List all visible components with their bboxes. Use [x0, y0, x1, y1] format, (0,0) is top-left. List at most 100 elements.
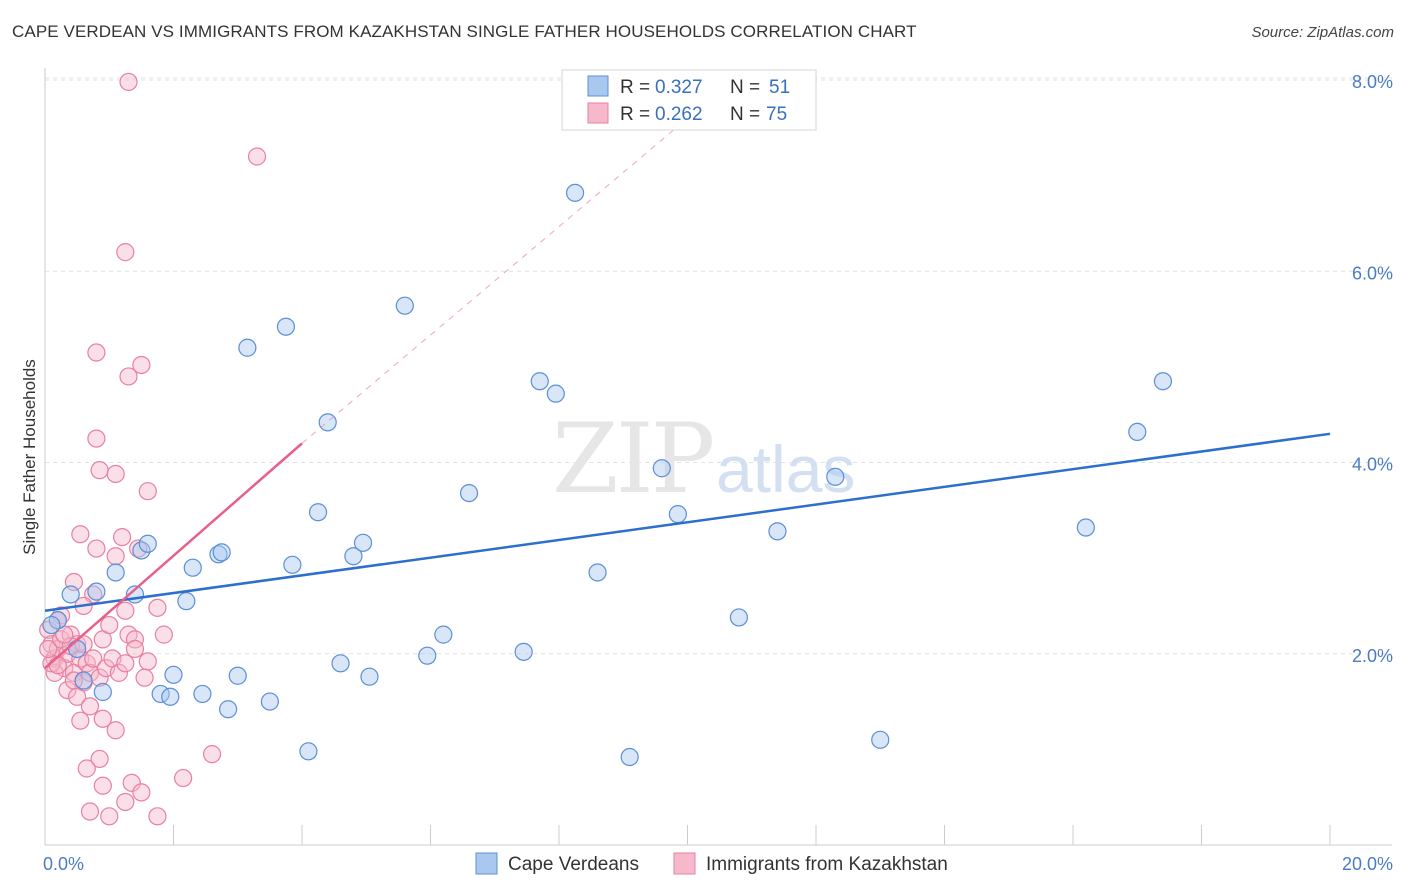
bottom-legend-label-cape-verdeans: Cape Verdeans	[508, 854, 639, 875]
bottom-legend-swatch-cape-verdeans	[475, 852, 498, 875]
y-tick-label: 4.0%	[1352, 455, 1393, 475]
kazakhstan-point	[87, 343, 106, 362]
kazakhstan-point	[93, 709, 112, 728]
kazakhstan-point	[106, 721, 125, 740]
kazakhstan-point	[90, 461, 109, 480]
cape-verdean-point	[668, 505, 687, 524]
cape-verdean-point	[193, 684, 212, 704]
cape-verdean-point	[530, 372, 549, 391]
kazakhstan-point	[87, 429, 106, 448]
kazakhstan-point	[112, 527, 132, 547]
x-tick-labels: 0.0% 20.0%	[43, 854, 1393, 874]
y-tick-label: 8.0%	[1352, 72, 1393, 92]
kazakhstan-point	[116, 654, 135, 673]
cape-verdean-point	[360, 667, 379, 686]
kazakhstan-point	[93, 776, 112, 795]
kazakhstan-point	[71, 525, 90, 544]
kazakhstan-point	[132, 355, 151, 375]
cape-verdean-point	[283, 555, 302, 574]
x-tick-label-max: 20.0%	[1342, 854, 1393, 874]
kazakhstan-point	[132, 783, 151, 802]
series-cape-verdeans-points	[42, 183, 1173, 767]
cape-verdean-point	[434, 625, 453, 644]
bottom-legend: Cape Verdeans Immigrants from Kazakhstan	[475, 852, 948, 875]
trend-line-kazakhstan	[44, 442, 303, 670]
kazakhstan-point	[119, 367, 138, 386]
legend-n-label: N =	[730, 104, 760, 125]
kazakhstan-point	[80, 802, 100, 821]
cape-verdean-point	[344, 547, 363, 566]
y-tick-label: 2.0%	[1352, 646, 1393, 666]
kazakhstan-point	[119, 72, 138, 92]
cape-verdean-point	[138, 534, 157, 553]
watermark-zip: ZIP	[552, 403, 713, 515]
kazakhstan-point	[90, 749, 109, 769]
y-tick-labels: 2.0% 4.0% 6.0% 8.0%	[1352, 72, 1393, 666]
cape-verdean-point	[620, 747, 639, 767]
kazakhstan-point	[202, 745, 222, 764]
cape-verdean-point	[418, 646, 437, 665]
cape-verdean-point	[1076, 518, 1095, 537]
legend-n-label: N =	[730, 77, 760, 98]
cape-verdean-point	[588, 563, 607, 582]
trend-line-cape-verdeans	[44, 432, 1331, 612]
cape-verdean-point	[260, 692, 279, 711]
kazakhstan-point	[122, 773, 141, 792]
kazakhstan-point	[125, 639, 145, 659]
cape-verdean-point	[871, 730, 890, 749]
cape-verdean-point	[652, 459, 671, 478]
legend-r-value: 0.262	[655, 104, 703, 125]
kazakhstan-point	[148, 807, 167, 826]
kazakhstan-point	[116, 243, 135, 262]
kazakhstan-point	[48, 656, 67, 675]
kazakhstan-point	[100, 807, 119, 826]
cape-verdean-point	[299, 742, 318, 761]
kazakhstan-point	[116, 792, 135, 812]
cape-verdean-point	[212, 543, 231, 562]
cape-verdean-point	[459, 484, 479, 503]
cape-verdean-point	[276, 317, 296, 336]
y-tick-label: 6.0%	[1352, 263, 1393, 283]
legend-n-value: 51	[769, 77, 790, 98]
cape-verdean-point	[219, 700, 238, 719]
cape-verdean-point	[42, 615, 61, 635]
legend-r-value: 0.327	[655, 77, 703, 98]
cape-verdean-point	[177, 592, 196, 611]
bottom-legend-swatch-kazakhstan	[673, 852, 696, 875]
cape-verdean-point	[106, 563, 125, 582]
kazakhstan-point	[87, 539, 106, 558]
kazakhstan-point	[68, 635, 87, 654]
kazakhstan-point	[138, 482, 157, 501]
trend-lines	[44, 117, 1331, 670]
cape-verdean-point	[209, 545, 228, 564]
legend-swatch-cape-verdeans	[587, 75, 609, 97]
cape-verdean-point	[93, 682, 112, 702]
kazakhstan-point	[58, 680, 77, 700]
kazakhstan-point	[100, 615, 119, 635]
kazakhstan-point	[129, 539, 148, 558]
kazakhstan-point	[125, 630, 145, 649]
chart-title: CAPE VERDEAN VS IMMIGRANTS FROM KAZAKHST…	[12, 22, 917, 41]
cape-verdean-point	[68, 639, 87, 659]
legend-r-label: R =	[620, 104, 650, 125]
cape-verdean-point	[331, 654, 350, 673]
kazakhstan-point	[174, 768, 193, 788]
kazakhstan-point	[135, 668, 154, 687]
cape-verdean-point	[228, 666, 247, 685]
kazakhstan-point	[71, 711, 90, 730]
cape-verdean-point	[768, 522, 787, 541]
cape-verdean-point	[1153, 372, 1173, 391]
cape-verdean-point	[565, 183, 585, 202]
cape-verdean-point	[729, 608, 749, 627]
cape-verdean-point	[514, 642, 533, 661]
legend-swatch-kazakhstan	[587, 102, 609, 124]
kazakhstan-point	[109, 663, 128, 682]
cape-verdean-point	[1128, 422, 1147, 441]
kazakhstan-point	[64, 671, 84, 690]
kazakhstan-point	[106, 464, 125, 484]
kazakhstan-point	[106, 547, 125, 566]
grid-lines	[45, 77, 1392, 655]
cape-verdean-point	[395, 296, 414, 315]
cape-verdean-point	[183, 558, 202, 577]
